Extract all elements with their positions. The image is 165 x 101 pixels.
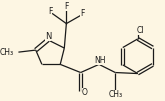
Text: NH: NH: [94, 56, 106, 65]
Text: F: F: [64, 2, 68, 11]
Text: CH₃: CH₃: [108, 90, 122, 99]
Text: Cl: Cl: [137, 26, 145, 35]
Text: F: F: [81, 9, 85, 18]
Text: CH₃: CH₃: [0, 48, 13, 57]
Text: F: F: [48, 7, 52, 16]
Text: O: O: [82, 88, 88, 97]
Text: N: N: [45, 32, 51, 41]
